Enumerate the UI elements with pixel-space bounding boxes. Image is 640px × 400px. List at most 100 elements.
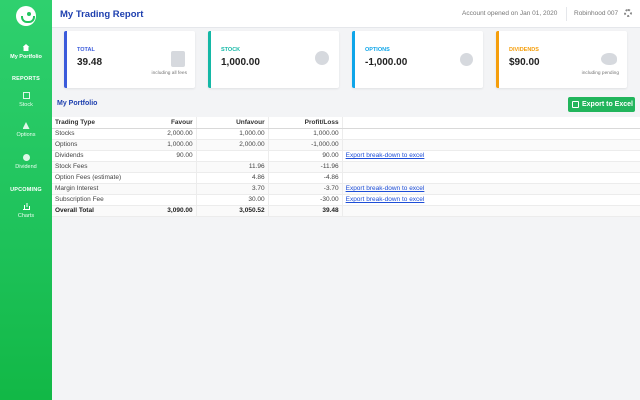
favour-cell: 90.00 bbox=[124, 150, 197, 162]
sidebar-item-label: Charts bbox=[17, 213, 35, 219]
bomb-icon bbox=[460, 53, 473, 66]
sidebar-item-charts[interactable]: Charts bbox=[0, 203, 52, 219]
action-cell bbox=[341, 172, 640, 184]
column-header-profit-loss: Profit/Loss bbox=[267, 117, 343, 129]
trading-type-cell: Stock Fees bbox=[52, 161, 125, 173]
card-value: 39.48 bbox=[77, 57, 103, 68]
table-row: Option Fees (estimate) 4.86 -4.86 bbox=[52, 172, 640, 184]
warning-icon bbox=[22, 122, 30, 129]
options-card: OPTIONS -1,000.00 bbox=[352, 31, 483, 88]
excel-icon bbox=[572, 101, 579, 108]
column-header-actions bbox=[341, 117, 640, 129]
action-cell bbox=[341, 139, 640, 151]
trading-type-cell: Subscription Fee bbox=[52, 194, 125, 206]
trading-type-cell: Stocks bbox=[52, 128, 125, 140]
app-logo bbox=[16, 6, 36, 26]
sidebar-item-options[interactable]: Options bbox=[0, 122, 52, 138]
profit-loss-cell: -11.96 bbox=[267, 161, 343, 173]
sidebar-item-label: My Portfolio bbox=[10, 54, 42, 60]
profit-loss-cell: 1,000.00 bbox=[267, 128, 343, 140]
reports-heading: REPORTS bbox=[12, 76, 40, 82]
total-favour-cell: 3,090.00 bbox=[124, 205, 197, 217]
total-profit-loss-cell: 39.48 bbox=[267, 205, 343, 217]
total-action-cell bbox=[341, 205, 640, 217]
export-breakdown-link[interactable]: Export break-down to excel bbox=[345, 152, 425, 159]
favour-cell bbox=[124, 161, 197, 173]
card-label: DIVIDENDS bbox=[509, 47, 539, 53]
favour-cell: 1,000.00 bbox=[124, 139, 197, 151]
unfavour-cell: 2,000.00 bbox=[195, 139, 269, 151]
piggy-bank-icon bbox=[601, 53, 617, 65]
favour-cell: 2,000.00 bbox=[124, 128, 197, 140]
bar-chart-icon bbox=[22, 203, 30, 210]
export-to-excel-button[interactable]: Export to Excel bbox=[568, 97, 635, 112]
card-label: OPTIONS bbox=[365, 47, 390, 53]
column-header-trading-type: Trading Type bbox=[52, 117, 125, 129]
profit-loss-cell: -1,000.00 bbox=[267, 139, 343, 151]
trading-type-cell: Option Fees (estimate) bbox=[52, 172, 125, 184]
empty-content-area bbox=[52, 218, 640, 400]
dividends-card: DIVIDENDS $90.00 including pending bbox=[496, 31, 627, 88]
sidebar-item-label: Options bbox=[16, 132, 36, 138]
column-header-unfavour: Unfavour bbox=[195, 117, 269, 129]
action-cell: Export break-down to excel bbox=[341, 150, 640, 162]
profit-loss-cell: -4.86 bbox=[267, 172, 343, 184]
table-row: Options 1,000.00 2,000.00 -1,000.00 bbox=[52, 139, 640, 151]
card-label: TOTAL bbox=[77, 47, 95, 53]
card-value: 1,000.00 bbox=[221, 57, 260, 68]
comment-icon bbox=[22, 154, 30, 161]
trading-type-cell: Options bbox=[52, 139, 125, 151]
profit-loss-cell: -3.70 bbox=[267, 183, 343, 195]
sidebar-item-my-portfolio[interactable]: My Portfolio bbox=[0, 44, 52, 60]
total-label-cell: Overall Total bbox=[52, 205, 125, 217]
table-row: Dividends 90.00 90.00 Export break-down to … bbox=[52, 150, 640, 162]
sidebar: My Portfolio REPORTS Stock Options Divid… bbox=[0, 0, 52, 400]
card-subtext: including all fees bbox=[151, 71, 187, 76]
export-breakdown-link[interactable]: Export break-down to excel bbox=[345, 196, 425, 203]
unfavour-cell: 11.96 bbox=[195, 161, 269, 173]
table-total-row: Overall Total 3,090.00 3,050.52 39.48 bbox=[52, 205, 640, 217]
portfolio-table: Trading Type Favour Unfavour Profit/Loss… bbox=[52, 117, 640, 217]
top-bar: My Trading Report Account opened on Jan … bbox=[52, 0, 640, 28]
trading-type-cell: Dividends bbox=[52, 150, 125, 162]
table-row: Stock Fees 11.96 -11.96 bbox=[52, 161, 640, 173]
unfavour-cell: 1,000.00 bbox=[195, 128, 269, 140]
unfavour-cell bbox=[195, 150, 269, 162]
export-breakdown-link[interactable]: Export break-down to excel bbox=[345, 185, 425, 192]
divider bbox=[566, 7, 567, 21]
sidebar-item-dividend[interactable]: Dividend bbox=[0, 154, 52, 170]
table-header-row: Trading Type Favour Unfavour Profit/Loss bbox=[52, 117, 640, 129]
trading-type-cell: Margin Interest bbox=[52, 183, 125, 195]
action-cell bbox=[341, 128, 640, 140]
profit-loss-cell: -30.00 bbox=[267, 194, 343, 206]
search-dollar-icon bbox=[315, 51, 329, 65]
page-title: My Trading Report bbox=[60, 9, 144, 20]
profit-loss-cell: 90.00 bbox=[267, 150, 343, 162]
action-cell bbox=[341, 161, 640, 173]
sidebar-item-label: Stock bbox=[19, 102, 33, 108]
unfavour-cell: 4.86 bbox=[195, 172, 269, 184]
unfavour-cell: 3.70 bbox=[195, 183, 269, 195]
favour-cell bbox=[124, 172, 197, 184]
table-row: Margin Interest 3.70 -3.70 Export break-dow… bbox=[52, 183, 640, 195]
unfavour-cell: 30.00 bbox=[195, 194, 269, 206]
total-card: TOTAL 39.48 including all fees bbox=[64, 31, 195, 88]
action-cell: Export break-down to excel bbox=[341, 183, 640, 195]
export-button-label: Export to Excel bbox=[582, 101, 633, 108]
action-cell: Export break-down to excel bbox=[341, 194, 640, 206]
upcoming-heading: UPCOMING bbox=[10, 187, 42, 193]
card-value: $90.00 bbox=[509, 57, 540, 68]
user-name[interactable]: Robinhood 007 bbox=[574, 10, 619, 17]
total-unfavour-cell: 3,050.52 bbox=[195, 205, 269, 217]
sidebar-item-stock[interactable]: Stock bbox=[0, 92, 52, 108]
favour-cell bbox=[124, 183, 197, 195]
table-icon bbox=[22, 92, 30, 99]
card-subtext: including pending bbox=[581, 71, 619, 76]
table-row: Stocks 2,000.00 1,000.00 1,000.00 bbox=[52, 128, 640, 140]
account-opened-text: Account opened on Jan 01, 2020 bbox=[462, 10, 558, 17]
column-header-favour: Favour bbox=[124, 117, 197, 129]
card-label: STOCK bbox=[221, 47, 241, 53]
clipboard-icon bbox=[171, 51, 185, 67]
settings-gear-icon[interactable] bbox=[624, 9, 632, 17]
favour-cell bbox=[124, 194, 197, 206]
